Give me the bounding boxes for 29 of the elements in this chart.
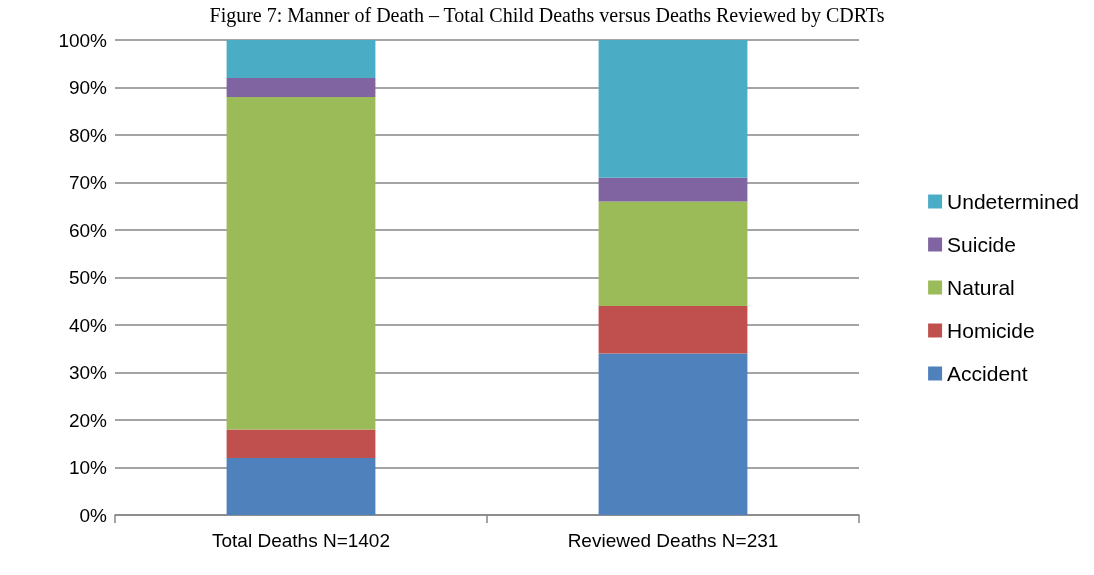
y-tick-label: 30% <box>68 362 108 383</box>
bar <box>226 429 376 458</box>
x-tick-label: Reviewed Deaths N=231 <box>567 530 779 551</box>
x-tick-label: Total Deaths N=1402 <box>212 530 390 551</box>
y-tick-label: 0% <box>79 504 108 526</box>
y-tick-label: 40% <box>68 314 108 336</box>
bar <box>598 353 748 515</box>
bar <box>226 458 376 515</box>
legend-label: Natural <box>947 276 1015 299</box>
bar <box>598 306 748 354</box>
bar <box>226 40 376 78</box>
legend-label: Undetermined <box>947 190 1079 213</box>
bar <box>598 177 748 202</box>
y-tick-label: 80% <box>68 124 108 146</box>
bar <box>226 97 376 430</box>
y-tick-label: 10% <box>68 457 108 478</box>
y-tick-label: 60% <box>68 219 108 241</box>
bar <box>598 201 748 306</box>
y-tick-label: 70% <box>68 172 108 193</box>
bar <box>598 40 748 178</box>
y-tick-label: 50% <box>68 267 108 288</box>
y-tick-label: 100% <box>58 29 108 51</box>
chart-title: Figure 7: Manner of Death – Total Child Deaths versus Deaths Reviewed by CDRTs <box>209 4 885 27</box>
legend-label: Homicide <box>947 319 1035 342</box>
legend-label: Accident <box>947 362 1028 385</box>
y-tick-label: 90% <box>68 77 108 98</box>
y-tick-label: 20% <box>68 409 108 431</box>
bar <box>226 78 376 97</box>
legend-label: Suicide <box>947 233 1016 256</box>
